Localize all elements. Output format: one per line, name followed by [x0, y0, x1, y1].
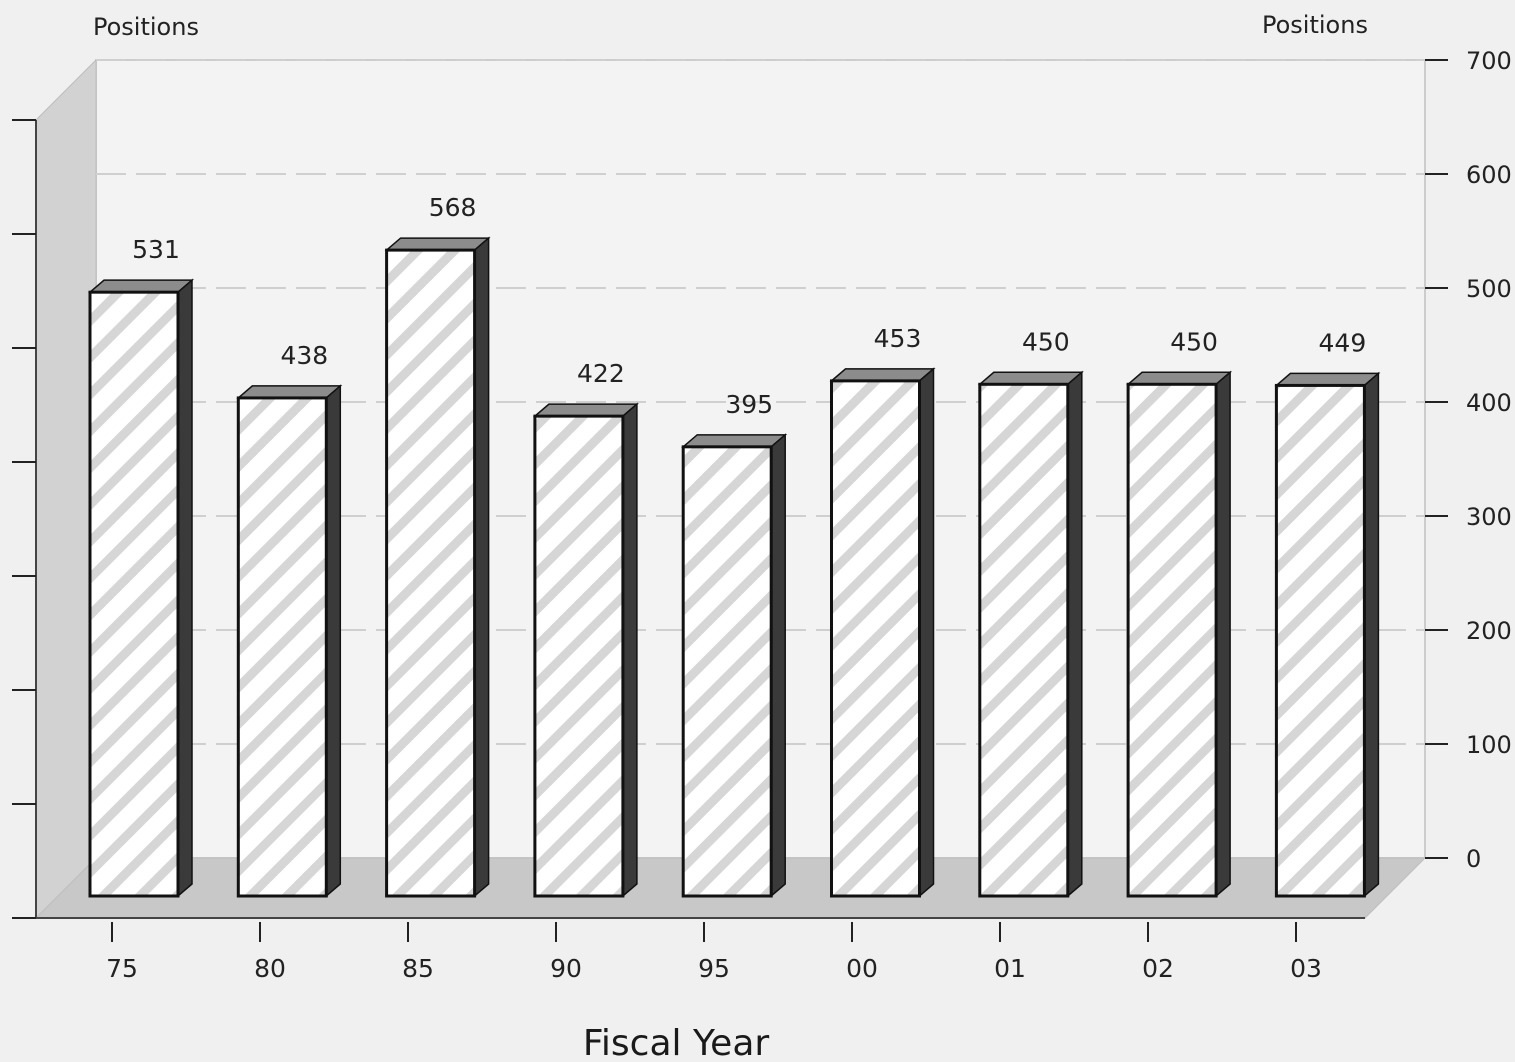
data-label: 568: [429, 193, 477, 222]
right-tick-label: 500: [1466, 275, 1512, 303]
bar: [681, 433, 788, 898]
bar-top: [532, 403, 639, 417]
data-label: 450: [1022, 327, 1070, 356]
bar-face: [88, 290, 180, 898]
bar-side: [473, 236, 490, 898]
bar-side: [325, 384, 342, 898]
x-tick-label: 85: [402, 954, 434, 983]
bar-top: [829, 368, 936, 382]
bar: [532, 402, 639, 898]
bar-side: [1067, 370, 1083, 898]
bar-face: [1274, 383, 1366, 898]
bar-face: [1126, 382, 1218, 898]
bar-top: [1126, 371, 1233, 386]
x-tick-label: 01: [994, 954, 1026, 983]
bar-top: [236, 385, 343, 399]
bar-face: [830, 379, 921, 898]
right-tick-label: 600: [1466, 161, 1512, 189]
data-label: 449: [1319, 328, 1367, 357]
bar: [236, 384, 343, 898]
bar-face: [681, 445, 773, 898]
bar-top: [87, 279, 195, 293]
x-tick-label: 75: [106, 954, 138, 983]
data-label: 531: [132, 235, 180, 264]
bar-top: [977, 371, 1084, 386]
bar: [87, 278, 195, 898]
bar-top: [384, 237, 491, 251]
bar: [829, 367, 936, 898]
x-tick-label: 00: [846, 954, 878, 983]
data-label: 453: [874, 324, 922, 353]
x-tick-label: 90: [550, 954, 582, 983]
right-axis: 0 100 200 300 400 500 600 700: [1425, 47, 1512, 873]
right-tick-label: 300: [1466, 503, 1512, 531]
right-tick-label: 400: [1466, 389, 1512, 417]
bar-side: [622, 402, 638, 898]
side-wall: [35, 58, 97, 920]
x-tick-label: 95: [698, 954, 730, 983]
right-tick-label: 0: [1466, 845, 1481, 873]
bar-face: [236, 396, 328, 898]
data-label: 422: [577, 359, 625, 388]
right-axis-title: Positions: [1262, 11, 1368, 39]
bar: [1126, 370, 1233, 898]
data-labels: 531 438 568 422 395 453 450 450 449: [132, 193, 1366, 419]
data-label: 395: [725, 390, 773, 419]
bar-face: [385, 248, 477, 898]
bar: [977, 370, 1084, 898]
right-tick-label: 200: [1466, 617, 1512, 645]
bar-side: [177, 278, 193, 898]
data-label: 450: [1170, 327, 1218, 356]
bar-face: [533, 414, 625, 898]
bar-top: [681, 434, 788, 448]
x-axis: 75 80 85 90 95 00 01 02 03: [36, 917, 1365, 983]
x-tick-label: 03: [1290, 954, 1322, 983]
bar: [1274, 371, 1381, 898]
bar-top: [1274, 372, 1381, 387]
bar-side: [1363, 371, 1380, 898]
left-axis: [12, 119, 37, 919]
left-axis-title: Positions: [93, 13, 199, 41]
right-tick-label: 100: [1466, 731, 1512, 759]
x-tick-label: 80: [254, 954, 286, 983]
bar-face: [978, 382, 1070, 898]
bars: [87, 236, 1381, 898]
data-label: 438: [280, 341, 328, 370]
bar-side: [1215, 370, 1231, 898]
bar-side: [918, 367, 935, 898]
bar: [384, 236, 491, 898]
x-tick-label: 02: [1142, 954, 1174, 983]
x-axis-title: Fiscal Year: [583, 1023, 770, 1062]
right-tick-label: 700: [1466, 47, 1512, 75]
bar-side: [770, 433, 786, 898]
